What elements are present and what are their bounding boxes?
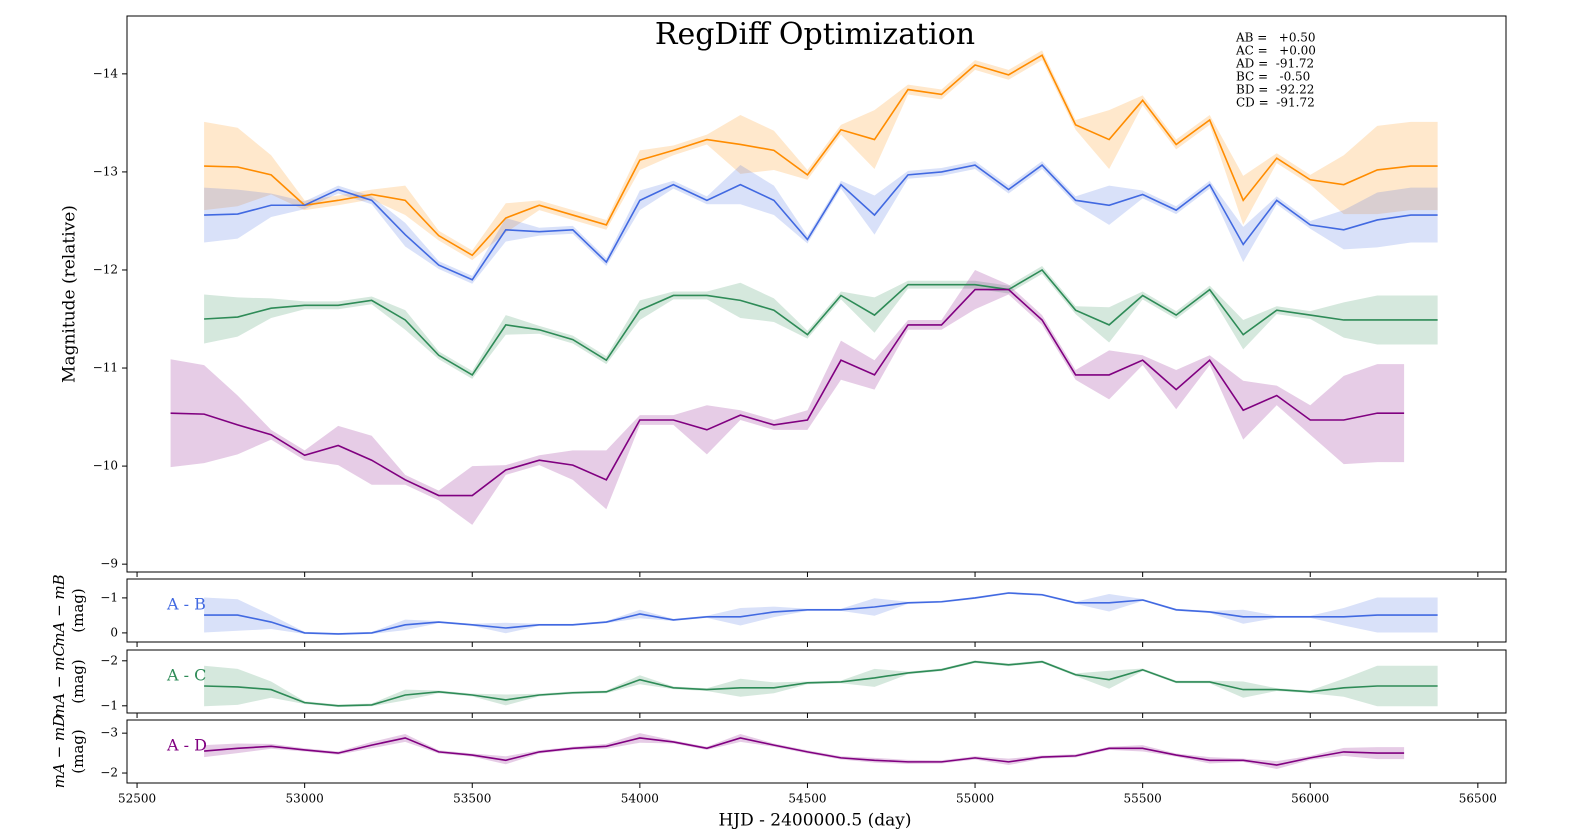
model-curve	[204, 660, 1438, 707]
uncertainty-band	[204, 660, 1438, 708]
delay-annotation: AD = -91.72	[1235, 57, 1314, 71]
x-tick-label: 53500	[453, 792, 491, 806]
panel: A - C −2 −1 mA − mC (mag)	[50, 645, 1507, 718]
uncertainty-band	[204, 266, 1438, 379]
x-tick-label: 52500	[118, 792, 156, 806]
y-axis-label: mA − mD	[50, 715, 68, 788]
y-tick-label: −3	[100, 726, 118, 740]
series-label: A - B	[166, 595, 206, 614]
y-tick-label: −1	[100, 698, 118, 712]
uncertainty-band	[204, 50, 1438, 261]
y-tick-label: −9	[100, 557, 118, 571]
delay-annotation: CD = -91.72	[1236, 96, 1315, 110]
x-tick-label: 54000	[621, 792, 659, 806]
y-axis-unit: (mag)	[69, 588, 87, 632]
y-tick-label: −10	[93, 459, 118, 473]
x-tick-label: 56500	[1459, 792, 1497, 806]
uncertainty-band	[204, 161, 1438, 284]
y-tick-label: −12	[93, 262, 118, 276]
series-label: A - C	[166, 666, 206, 685]
axes-frame	[126, 15, 1507, 573]
delay-annotation: BD = -92.22	[1236, 83, 1314, 97]
model-curve	[204, 737, 1405, 766]
y-tick-label: 0	[110, 625, 118, 639]
model-curve	[204, 163, 1438, 281]
panel: A - B −1 0 mA − mB (mag)	[50, 574, 1507, 647]
axes-frame	[126, 649, 1507, 714]
y-axis-label: mA − mB	[50, 574, 68, 646]
y-axis-unit: (mag)	[69, 659, 87, 703]
y-tick-label: −13	[93, 164, 118, 178]
model-curve	[170, 288, 1405, 497]
y-axis-label: mA − mC	[50, 645, 68, 718]
axes-frame	[126, 719, 1507, 784]
x-tick-label: 55500	[1124, 792, 1162, 806]
y-tick-label: −2	[100, 653, 118, 667]
y-axis-label: Magnitude (relative)	[60, 205, 80, 383]
axes-frame	[126, 578, 1507, 643]
y-axis-unit: (mag)	[69, 729, 87, 773]
uncertainty-band	[204, 591, 1438, 635]
y-tick-label: −14	[93, 66, 119, 80]
x-tick-label: 56000	[1291, 792, 1329, 806]
y-tick-label: −11	[93, 361, 118, 375]
x-tick-label: 53000	[286, 792, 324, 806]
y-tick-label: −2	[100, 766, 118, 780]
model-curve	[204, 592, 1438, 635]
chart-title: RegDiff Optimization	[655, 17, 975, 52]
model-curve	[204, 54, 1438, 257]
x-tick-label: 55000	[956, 792, 994, 806]
x-tick-label: 54500	[788, 792, 826, 806]
delay-annotation: BC = -0.50	[1236, 70, 1310, 84]
x-axis-label: HJD - 2400000.5 (day)	[718, 811, 911, 831]
model-curve	[204, 268, 1438, 376]
panel: −14 −13 −12 −11 −10 −9 RegDiff Optimization Mag…	[60, 15, 1507, 577]
delay-annotation: AB = +0.50	[1235, 31, 1316, 45]
delay-annotation: AC = +0.00	[1235, 44, 1316, 58]
series-label: A - D	[166, 736, 207, 755]
y-tick-label: −1	[100, 590, 118, 604]
